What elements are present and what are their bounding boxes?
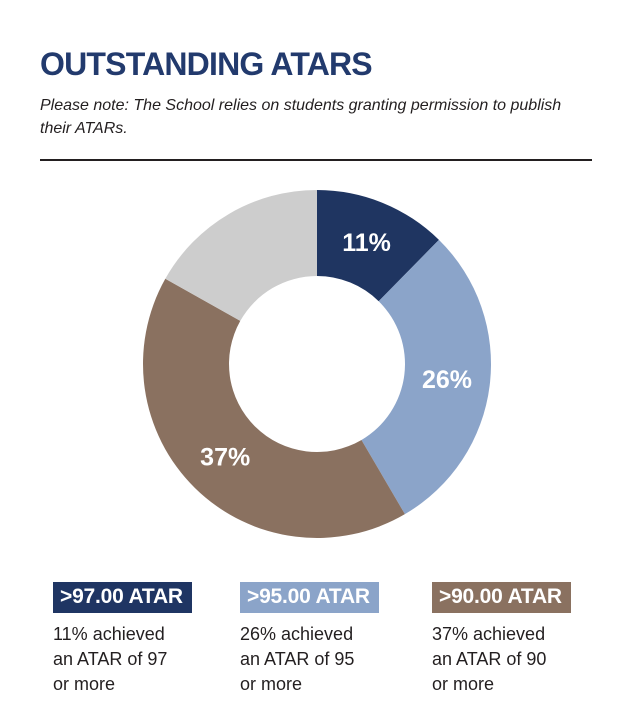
donut-chart: 11% 26% 37%	[143, 190, 492, 538]
divider-line	[40, 159, 592, 161]
legend-item-97: >97.00 ATAR 11% achieved an ATAR of 97 o…	[53, 582, 235, 697]
legend-description-90: 37% achieved an ATAR of 90 or more	[432, 624, 547, 694]
legend-item-90: >90.00 ATAR 37% achieved an ATAR of 90 o…	[432, 582, 614, 697]
legend-item-95: >95.00 ATAR 26% achieved an ATAR of 95 o…	[240, 582, 422, 697]
legend-description-95: 26% achieved an ATAR of 95 or more	[240, 624, 355, 694]
donut-segment-4	[165, 190, 317, 321]
donut-segment-3	[143, 278, 405, 538]
donut-segment-label-3: 37%	[200, 443, 250, 471]
permission-note: Please note: The School relies on studen…	[40, 97, 562, 137]
legend-badge-90: >90.00 ATAR	[432, 582, 571, 613]
donut-segment-1	[317, 190, 439, 302]
donut-segment-2	[361, 239, 492, 515]
legend-badge-97: >97.00 ATAR	[53, 582, 192, 613]
legend-badge-95: >95.00 ATAR	[240, 582, 379, 613]
donut-segment-label-2: 26%	[422, 366, 472, 394]
page-title: OUTSTANDING ATARS	[40, 46, 373, 82]
donut-segment-label-1: 11%	[342, 229, 391, 257]
legend-description-97: 11% achieved an ATAR of 97 or more	[53, 624, 168, 694]
